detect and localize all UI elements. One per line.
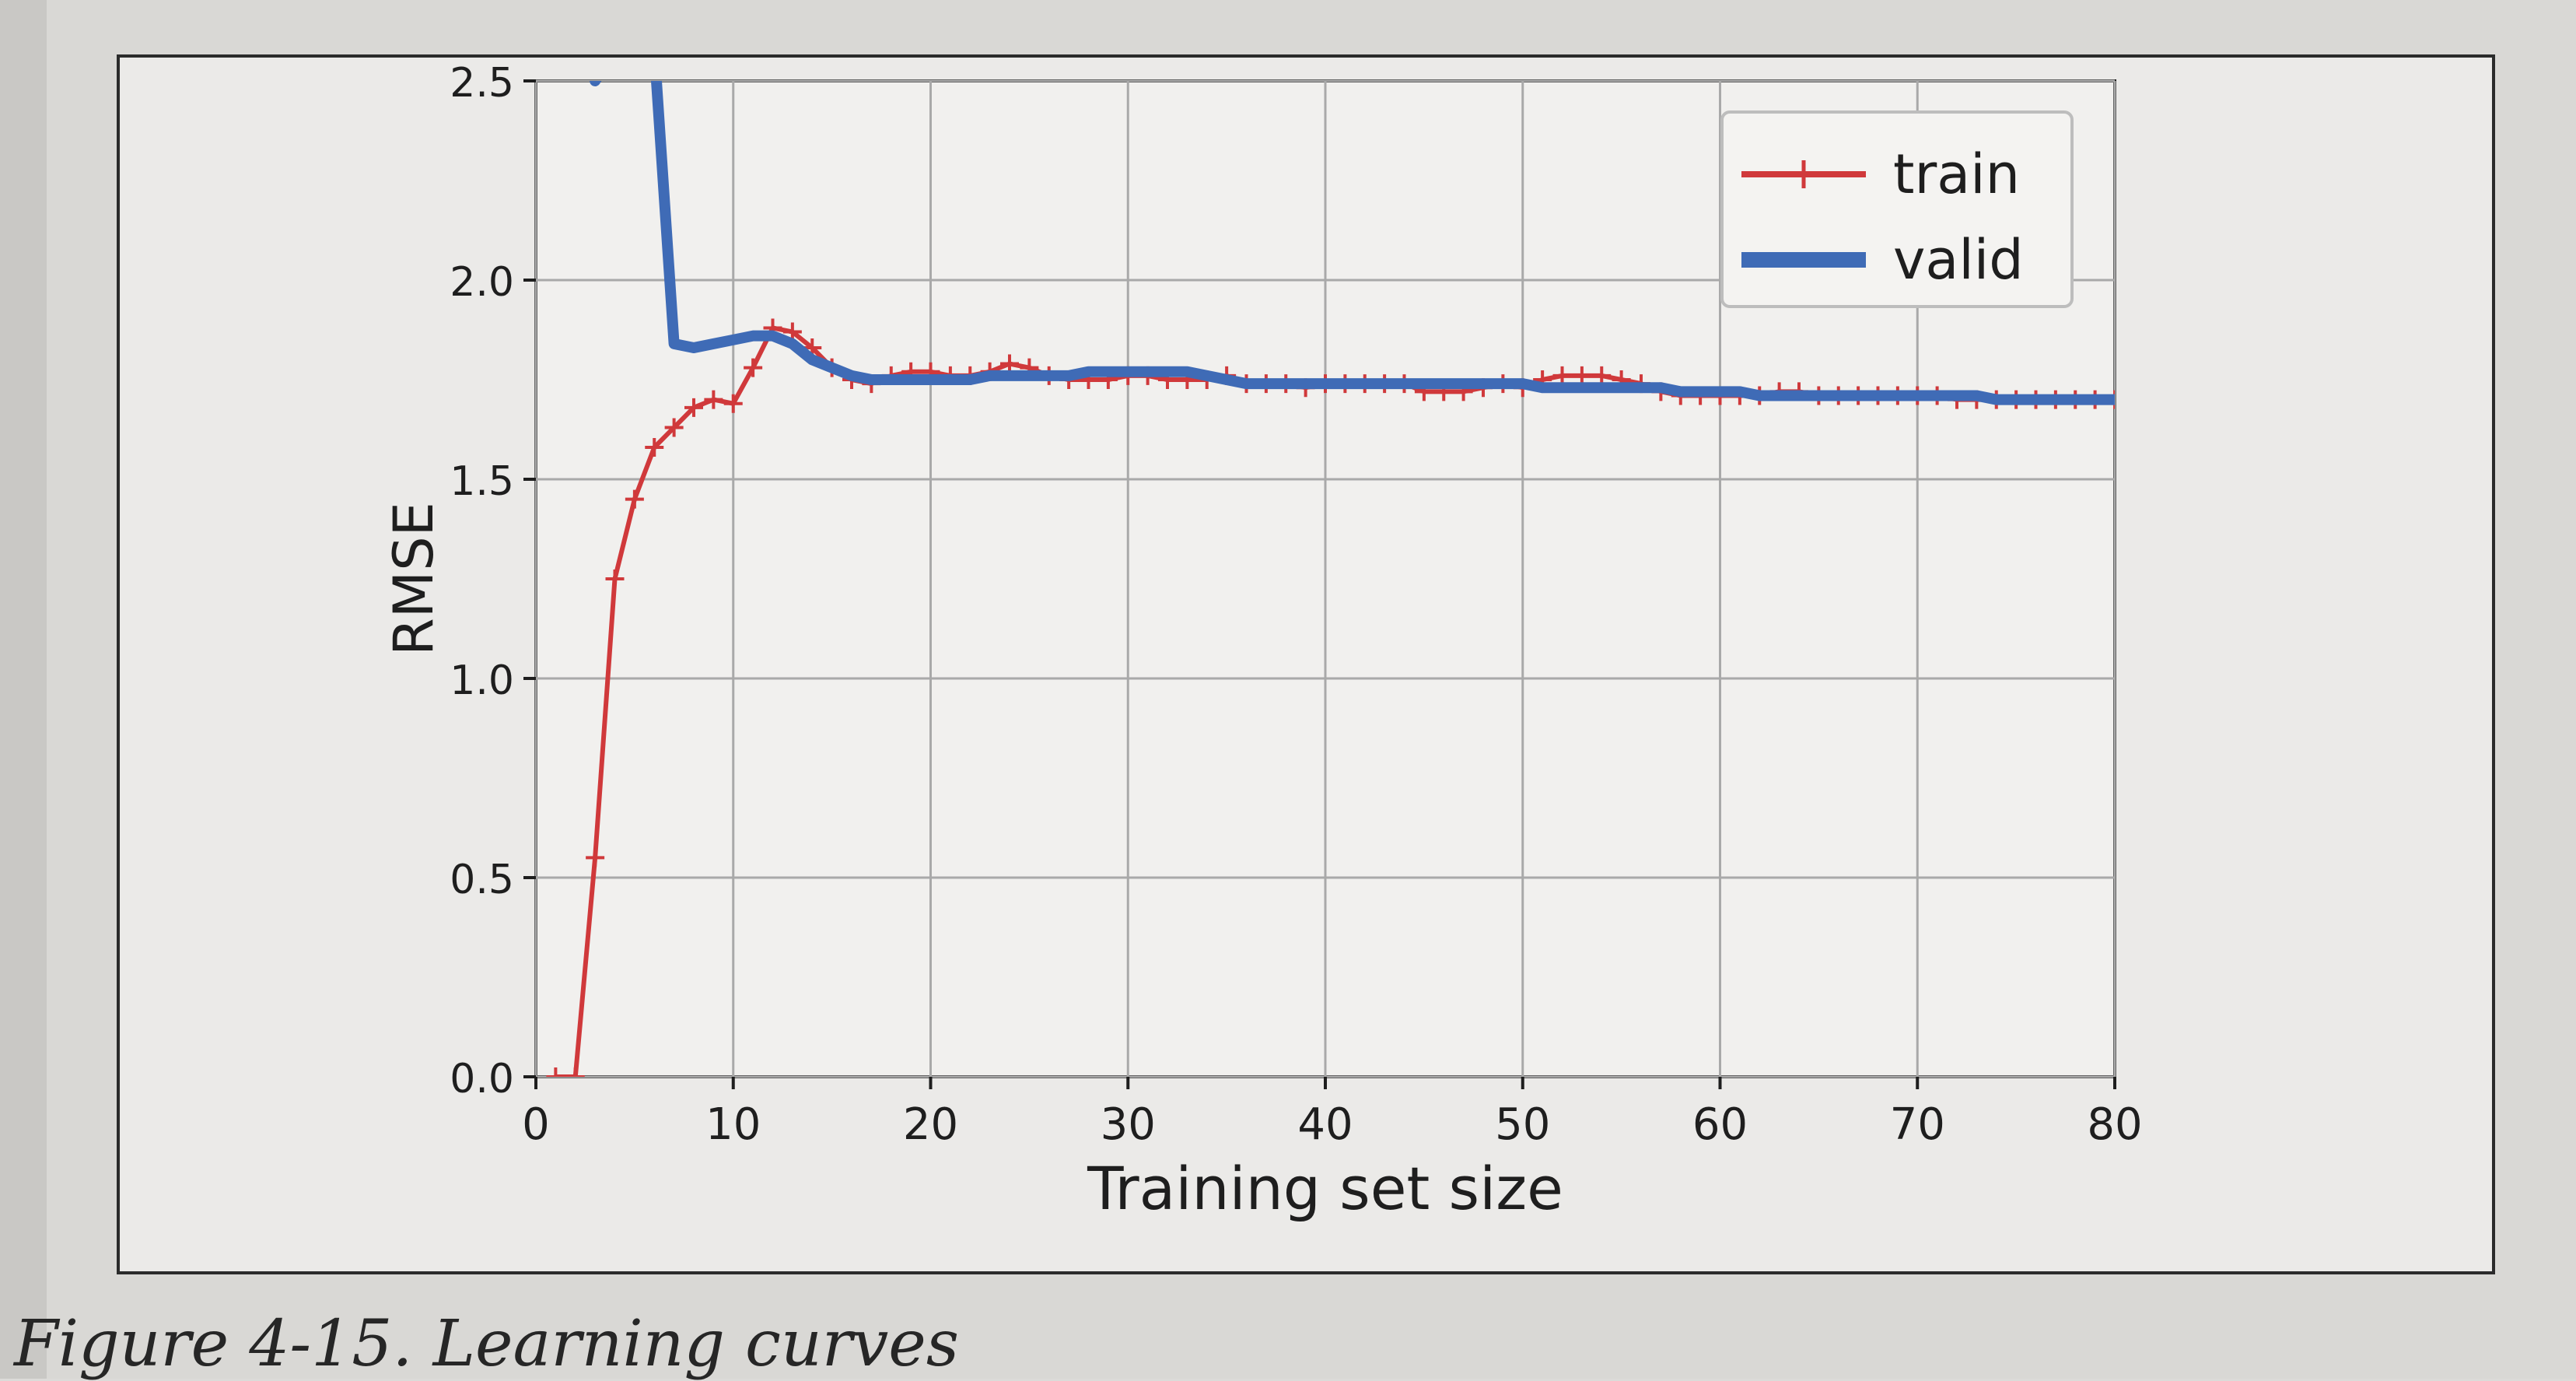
series-train-point [1572,366,1591,385]
figure-frame: 0 10 20 30 40 50 60 70 80 0.0 0.5 1.0 1.5 2.0 2.5 Trai… [117,54,2495,1274]
x-tick-label: 60 [1692,1099,1748,1150]
series-train-point [546,1067,565,1077]
series-train-point [645,438,664,457]
series-train-point [586,848,605,868]
series-train-point [684,398,703,417]
legend-valid-label: valid [1893,228,2024,292]
x-tick-label: 70 [1890,1099,1945,1150]
series-train-point [1000,354,1019,373]
figure-caption: Figure 4-15. Learning curves [14,1307,959,1381]
series-train-point [744,358,763,377]
y-tick-label: 0.5 [450,857,514,903]
series-train-point [605,570,625,588]
x-tick-label: 40 [1297,1099,1353,1150]
series-valid-line [590,81,2115,405]
x-tick-label: 0 [522,1099,550,1150]
series-train-point [1552,366,1572,385]
y-axis-label: RMSE [382,502,446,656]
series-layer [546,81,2115,1077]
y-tick-label: 2.5 [450,60,514,107]
series-train-point [704,390,723,409]
series-train-point [664,418,684,437]
y-tick-label: 0.0 [450,1056,514,1102]
y-tick-label: 1.0 [450,657,514,704]
learning-curves-chart: 0 10 20 30 40 50 60 70 80 0.0 0.5 1.0 1.5 2.0 2.5 Trai… [382,60,2143,1223]
legend: train valid [1720,110,2074,308]
axes-layer: 0 10 20 30 40 50 60 70 80 0.0 0.5 1.0 1.5 2.0 2.5 [450,60,2142,1150]
series-train-point [723,394,743,413]
series-train-point [625,489,644,509]
x-tick-label: 30 [1101,1099,1156,1150]
x-tick-label: 50 [1495,1099,1550,1150]
y-tick-label: 2.0 [450,259,514,306]
y-tick-label: 1.5 [450,458,514,505]
series-train-point [565,1067,585,1077]
x-tick-label: 10 [705,1099,761,1150]
series-train-point [1592,366,1612,385]
x-tick-label: 20 [903,1099,958,1150]
x-axis-label: Training set size [1087,1154,1563,1223]
legend-train-label: train [1893,142,2020,206]
x-tick-label: 80 [2087,1099,2142,1150]
